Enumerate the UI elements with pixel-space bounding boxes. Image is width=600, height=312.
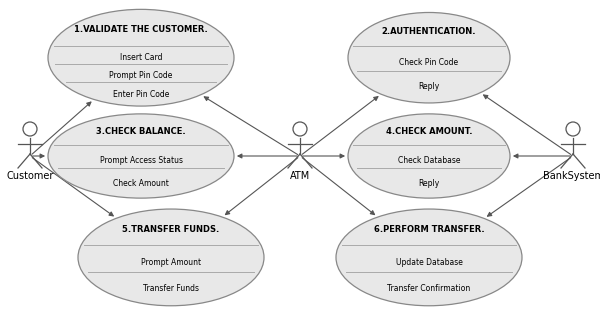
Text: 1.VALIDATE THE CUSTOMER.: 1.VALIDATE THE CUSTOMER.	[74, 25, 208, 34]
Text: ATM: ATM	[290, 171, 310, 181]
Text: 5.TRANSFER FUNDS.: 5.TRANSFER FUNDS.	[122, 225, 220, 234]
Text: 4.CHECK AMOUNT.: 4.CHECK AMOUNT.	[386, 127, 472, 136]
Text: Prompt Amount: Prompt Amount	[141, 258, 201, 267]
Text: Check Database: Check Database	[398, 156, 460, 165]
Text: Check Pin Code: Check Pin Code	[400, 58, 458, 67]
Text: Enter Pin Code: Enter Pin Code	[113, 90, 169, 99]
Text: 2.AUTHENTICATION.: 2.AUTHENTICATION.	[382, 27, 476, 36]
Text: BankSystem: BankSystem	[542, 171, 600, 181]
Text: Reply: Reply	[418, 82, 440, 91]
Text: Transfer Confirmation: Transfer Confirmation	[388, 284, 470, 293]
Text: Insert Card: Insert Card	[120, 53, 162, 62]
Text: Transfer Funds: Transfer Funds	[143, 284, 199, 293]
Text: Customer: Customer	[7, 171, 53, 181]
Text: Check Amount: Check Amount	[113, 179, 169, 188]
Ellipse shape	[336, 209, 522, 306]
Text: Update Database: Update Database	[395, 258, 463, 267]
Ellipse shape	[348, 114, 510, 198]
Text: 3.CHECK BALANCE.: 3.CHECK BALANCE.	[96, 127, 186, 136]
Text: 6.PERFORM TRANSFER.: 6.PERFORM TRANSFER.	[374, 225, 484, 234]
Ellipse shape	[48, 114, 234, 198]
Ellipse shape	[348, 12, 510, 103]
Text: Prompt Access Status: Prompt Access Status	[100, 156, 182, 165]
Ellipse shape	[48, 9, 234, 106]
Text: Reply: Reply	[418, 179, 440, 188]
Ellipse shape	[78, 209, 264, 306]
Text: Prompt Pin Code: Prompt Pin Code	[109, 71, 173, 80]
